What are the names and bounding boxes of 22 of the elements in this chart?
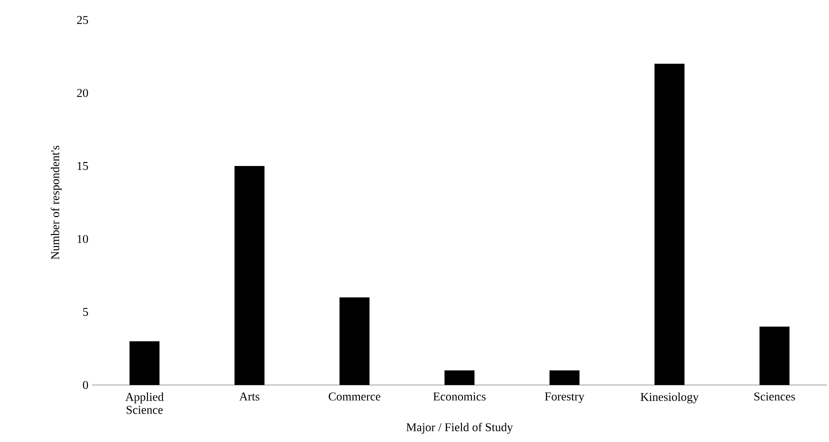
y-tick-label: 15 [78, 162, 88, 170]
y-tick-label: 25 [77, 16, 88, 24]
y-axis-title: Number of respondent's [50, 146, 62, 260]
bar [444, 370, 474, 385]
x-axis-title: Major / Field of Study [406, 422, 513, 434]
x-tick-label: Sciences [754, 392, 795, 401]
x-tick-label: Commerce [328, 392, 380, 401]
y-tick-label: 20 [77, 88, 88, 98]
x-tick-label: Kinesiology [640, 392, 699, 404]
bar [234, 166, 264, 385]
x-tick-label: Forestry [544, 392, 584, 403]
bar [654, 64, 684, 385]
y-tick-label: 0 [82, 380, 88, 390]
x-tick-label: Arts [239, 392, 260, 401]
bar [550, 370, 580, 385]
x-tick-label: Applied Science [125, 392, 164, 414]
y-tick-label: 10 [78, 234, 88, 244]
bar [760, 326, 790, 385]
bar [340, 297, 370, 385]
bar [130, 341, 160, 385]
x-tick-label: Economics [433, 392, 486, 401]
y-tick-label: 5 [83, 308, 88, 316]
